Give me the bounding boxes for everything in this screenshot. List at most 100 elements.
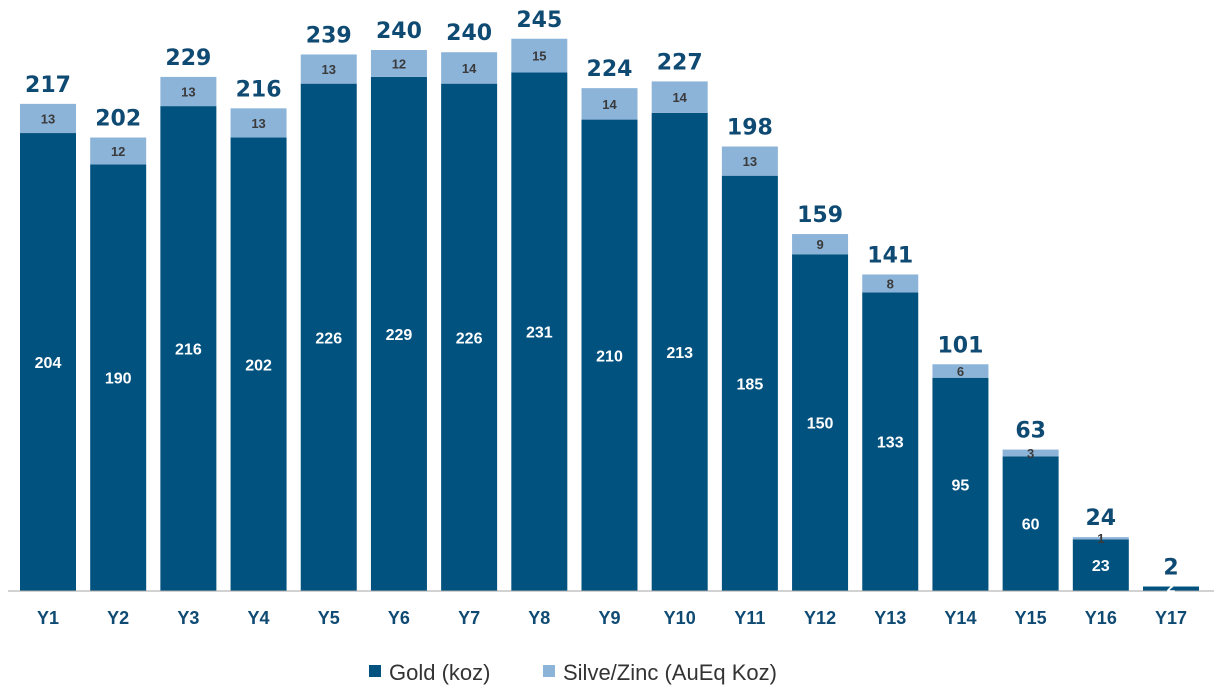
data-label-total-y6: 240 <box>376 19 422 44</box>
bar-silver-zinc-y10 <box>651 81 708 113</box>
data-label-gold-y16: 23 <box>1092 558 1110 575</box>
data-label-silver-zinc-y1: 13 <box>41 111 55 126</box>
data-label-silver-zinc-y13: 8 <box>887 276 894 291</box>
data-label-gold-y3: 216 <box>175 342 202 359</box>
data-label-total-y3: 229 <box>165 46 211 71</box>
data-label-total-y15: 63 <box>1015 419 1046 444</box>
bar-gold-y8 <box>511 72 568 591</box>
bar-silver-zinc-y4 <box>230 108 287 138</box>
data-label-gold-y11: 185 <box>737 376 764 393</box>
data-label-silver-zinc-y10: 14 <box>672 90 687 105</box>
data-label-silver-zinc-y3: 13 <box>181 85 195 100</box>
data-label-gold-y1: 204 <box>35 355 62 372</box>
data-label-total-y2: 202 <box>95 107 141 132</box>
data-label-total-y4: 216 <box>236 77 282 102</box>
data-label-silver-zinc-y2: 12 <box>111 144 125 159</box>
data-label-gold-y17: 2 <box>1167 579 1176 596</box>
data-label-total-y16: 24 <box>1086 506 1117 531</box>
bar-silver-zinc-y7 <box>441 52 498 84</box>
data-label-total-y14: 101 <box>937 333 983 358</box>
data-label-total-y8: 245 <box>516 8 562 33</box>
data-label-total-y10: 227 <box>657 50 703 75</box>
x-tick-label-y9: Y9 <box>598 608 620 628</box>
data-label-silver-zinc-y4: 13 <box>251 116 265 131</box>
bar-silver-zinc-y2 <box>90 137 147 165</box>
data-label-gold-y2: 190 <box>105 371 132 388</box>
bar-silver-zinc-y5 <box>300 54 357 84</box>
bars-layer <box>20 38 1199 592</box>
data-label-silver-zinc-y9: 14 <box>602 97 617 112</box>
data-label-total-y17: 2 <box>1163 556 1178 581</box>
bar-silver-zinc-y1 <box>20 103 76 134</box>
bar-gold-y9 <box>581 119 638 592</box>
bar-gold-y13 <box>862 292 919 591</box>
data-label-gold-y10: 213 <box>666 345 693 362</box>
data-label-total-y12: 159 <box>797 203 843 228</box>
data-label-gold-y14: 95 <box>952 477 970 494</box>
x-tick-label-y11: Y11 <box>734 608 765 628</box>
x-tick-label-y10: Y10 <box>664 608 696 628</box>
x-tick-label-y1: Y1 <box>37 608 59 628</box>
bar-silver-zinc-y15 <box>1002 449 1059 457</box>
legend-swatch-silver-zinc <box>543 665 555 677</box>
bar-gold-y16 <box>1072 539 1129 591</box>
bar-gold-y4 <box>230 137 287 591</box>
bar-gold-y10 <box>651 112 708 591</box>
x-tick-label-y15: Y15 <box>1015 608 1047 628</box>
bar-silver-zinc-y13 <box>862 274 919 293</box>
data-label-silver-zinc-y11: 13 <box>743 154 757 169</box>
bar-gold-y6 <box>370 76 427 592</box>
x-tick-label-y13: Y13 <box>874 608 906 628</box>
bar-gold-y5 <box>300 83 357 591</box>
bar-gold-y7 <box>441 83 498 591</box>
x-tick-label-y17: Y17 <box>1155 608 1187 628</box>
data-label-gold-y6: 229 <box>386 327 413 344</box>
x-tick-label-y6: Y6 <box>388 608 410 628</box>
bar-silver-zinc-y3 <box>160 76 217 107</box>
bar-silver-zinc-y9 <box>581 88 638 120</box>
x-tick-label-y14: Y14 <box>944 608 976 628</box>
legend-swatch-gold <box>369 665 381 677</box>
x-tick-label-y5: Y5 <box>318 608 340 628</box>
data-label-silver-zinc-y16: 1 <box>1097 531 1104 546</box>
data-label-silver-zinc-y8: 15 <box>532 49 546 64</box>
legend: Gold (koz) Silve/Zinc (AuEq Koz) <box>369 660 777 685</box>
bar-gold-y14 <box>932 377 989 591</box>
bar-gold-y1 <box>20 133 76 591</box>
data-label-gold-y7: 226 <box>456 330 483 347</box>
data-label-silver-zinc-y14: 6 <box>957 364 964 379</box>
x-tick-label-y4: Y4 <box>248 608 270 628</box>
x-tick-label-y7: Y7 <box>458 608 480 628</box>
data-label-gold-y13: 133 <box>877 435 904 452</box>
data-label-total-y13: 141 <box>867 243 913 268</box>
data-label-silver-zinc-y6: 12 <box>392 56 406 71</box>
data-label-total-y1: 217 <box>25 73 71 98</box>
bar-gold-y17 <box>1143 586 1199 591</box>
data-label-silver-zinc-y7: 14 <box>462 61 477 76</box>
data-label-gold-y15: 60 <box>1022 517 1040 534</box>
x-tick-label-y12: Y12 <box>804 608 836 628</box>
bar-silver-zinc-y8 <box>511 38 568 73</box>
data-label-total-y5: 239 <box>306 23 352 48</box>
bar-silver-zinc-y14 <box>932 364 989 378</box>
bar-silver-zinc-y6 <box>370 49 427 77</box>
bar-silver-zinc-y12 <box>792 234 849 255</box>
x-tick-label-y16: Y16 <box>1085 608 1117 628</box>
data-label-total-y11: 198 <box>727 116 773 141</box>
data-label-gold-y12: 150 <box>807 416 834 433</box>
x-tick-label-y3: Y3 <box>177 608 199 628</box>
data-label-total-y7: 240 <box>446 21 492 46</box>
bar-gold-y11 <box>721 175 778 591</box>
data-label-gold-y9: 210 <box>596 348 623 365</box>
data-label-silver-zinc-y12: 9 <box>816 237 823 252</box>
data-label-total-y9: 224 <box>587 57 633 82</box>
data-label-gold-y5: 226 <box>315 330 342 347</box>
bar-gold-y3 <box>160 106 217 591</box>
data-label-silver-zinc-y5: 13 <box>322 62 336 77</box>
legend-label-silver-zinc: Silve/Zinc (AuEq Koz) <box>563 660 777 685</box>
legend-label-gold: Gold (koz) <box>389 660 490 685</box>
bar-gold-y12 <box>792 254 849 591</box>
labels-layer: 20413217Y119012202Y221613229Y320213216Y4… <box>25 8 1187 628</box>
data-label-silver-zinc-y15: 3 <box>1027 446 1034 461</box>
